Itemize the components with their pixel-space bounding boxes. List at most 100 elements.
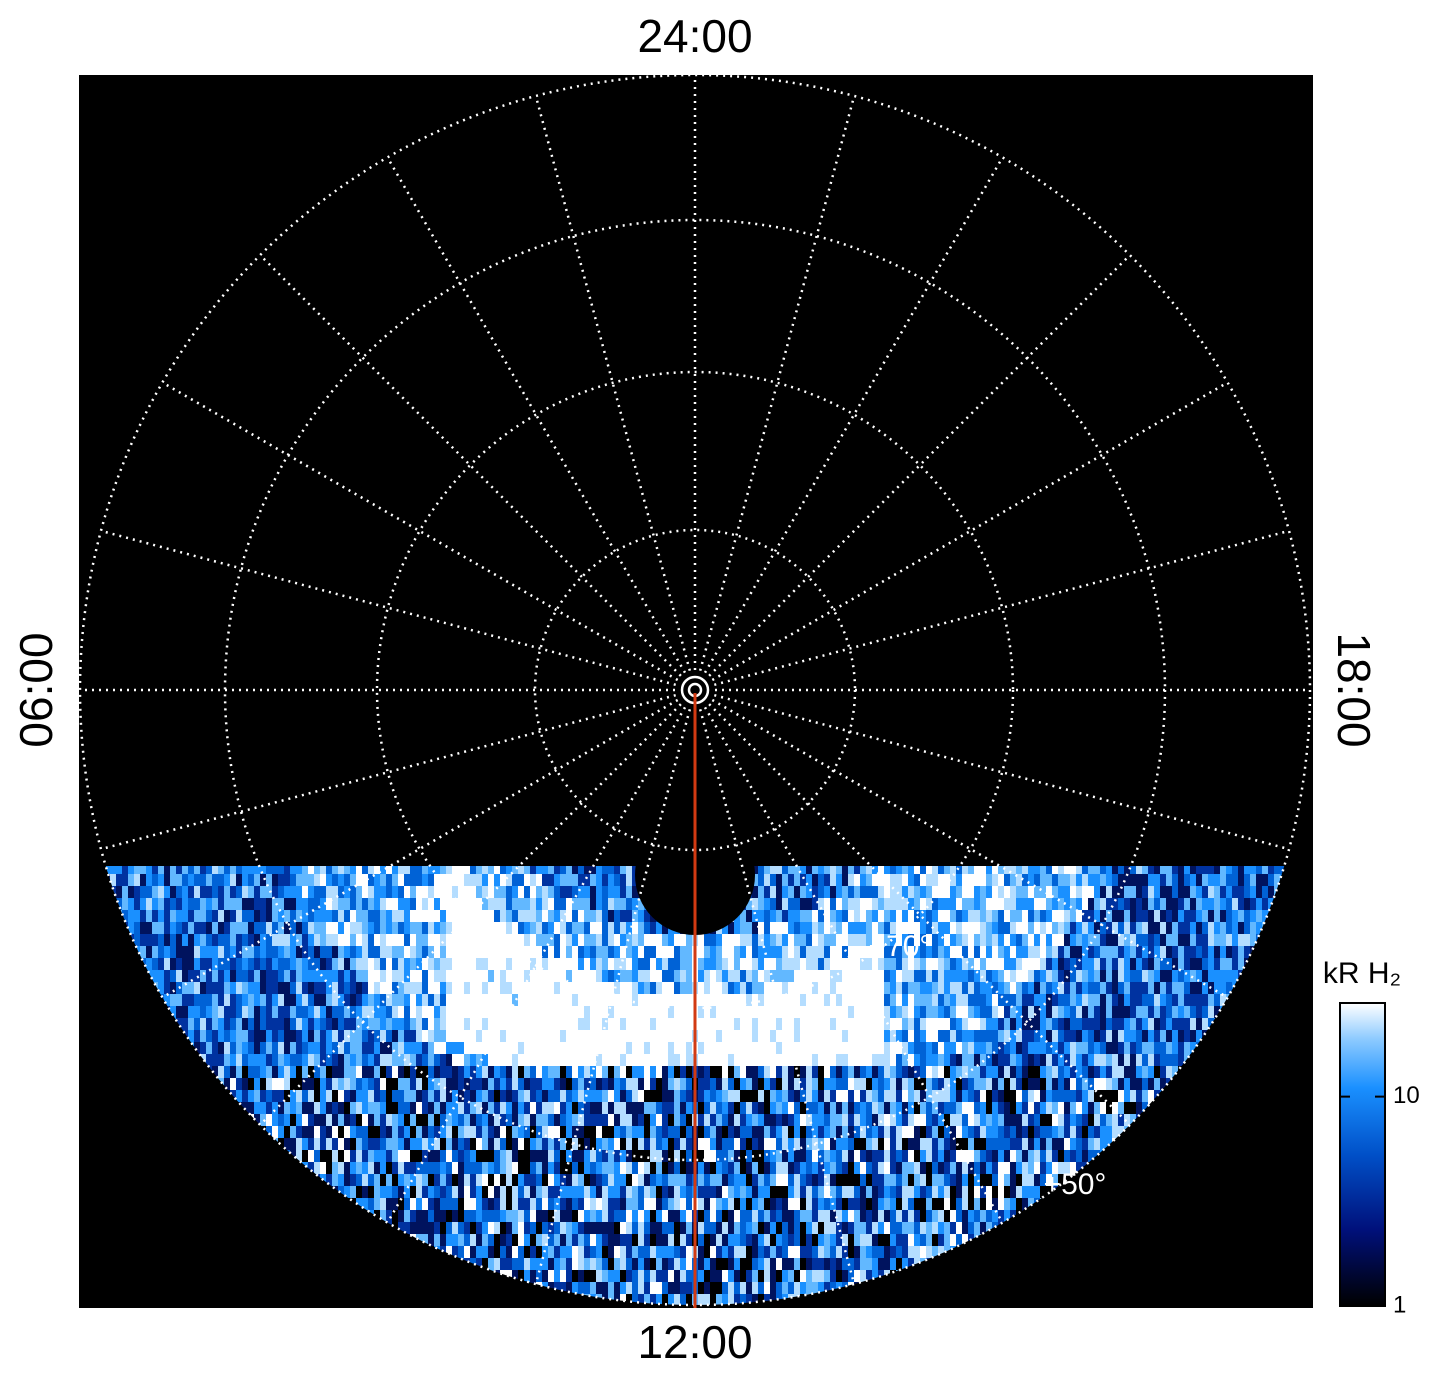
emission-cell	[980, 970, 986, 990]
emission-cell	[536, 1102, 542, 1114]
emission-cell	[1100, 1066, 1106, 1078]
emission-cell	[914, 886, 920, 903]
emission-cell	[914, 1210, 920, 1222]
emission-cell	[404, 1174, 410, 1186]
emission-cell	[1070, 1006, 1076, 1018]
emission-cell	[872, 982, 878, 995]
emission-cell	[428, 874, 434, 892]
emission-cell	[758, 874, 764, 889]
emission-cell	[386, 1006, 392, 1018]
emission-cell	[974, 946, 980, 961]
emission-cell	[770, 934, 776, 955]
emission-cell	[920, 1138, 926, 1150]
emission-cell	[596, 1030, 602, 1042]
emission-cell	[578, 910, 584, 923]
emission-cell	[416, 1006, 422, 1018]
emission-cell	[1142, 1054, 1148, 1066]
emission-cell	[302, 1090, 308, 1102]
emission-cell	[326, 1102, 332, 1114]
emission-cell	[596, 1078, 602, 1090]
emission-cell	[1106, 1006, 1112, 1018]
emission-cell	[728, 1030, 734, 1042]
emission-cell	[428, 1078, 434, 1090]
emission-cell	[272, 898, 278, 914]
emission-cell	[638, 1114, 644, 1126]
emission-cell	[620, 1054, 626, 1066]
emission-cell	[566, 1066, 572, 1078]
emission-cell	[920, 982, 926, 1004]
emission-cell	[872, 1030, 878, 1042]
emission-cell	[1058, 1054, 1064, 1066]
emission-cell	[626, 1162, 632, 1174]
emission-cell	[950, 910, 956, 923]
emission-cell	[872, 886, 878, 901]
emission-cell	[986, 1150, 992, 1162]
emission-cell	[1016, 1114, 1022, 1126]
emission-cell	[356, 898, 362, 917]
emission-cell	[1100, 970, 1106, 991]
emission-cell	[338, 866, 344, 880]
emission-cell	[950, 1126, 956, 1138]
emission-cell	[356, 1174, 362, 1186]
emission-cell	[224, 1042, 230, 1054]
emission-cell	[854, 1006, 860, 1018]
emission-cell	[830, 958, 836, 973]
emission-cell	[992, 1006, 998, 1018]
emission-cell	[614, 1066, 620, 1078]
emission-cell	[1100, 958, 1106, 980]
emission-cell	[1070, 958, 1076, 975]
emission-cell	[392, 1030, 398, 1042]
emission-cell	[500, 1030, 506, 1042]
emission-cell	[998, 1210, 1004, 1222]
emission-cell	[212, 886, 218, 910]
emission-cell	[1196, 1018, 1202, 1030]
emission-cell	[884, 910, 890, 924]
emission-cell	[794, 886, 800, 908]
emission-cell	[1238, 910, 1244, 934]
emission-cell	[980, 922, 986, 946]
emission-cell	[890, 1186, 896, 1198]
emission-cell	[656, 1174, 662, 1186]
emission-cell	[1100, 934, 1106, 956]
emission-cell	[446, 1090, 452, 1102]
emission-cell	[794, 982, 800, 1002]
emission-cell	[746, 1186, 752, 1198]
emission-cell	[1076, 910, 1082, 934]
emission-cell	[362, 946, 368, 960]
emission-cell	[662, 1150, 668, 1162]
emission-cell	[896, 1234, 902, 1246]
emission-cell	[506, 1174, 512, 1186]
emission-cell	[1052, 1006, 1058, 1018]
emission-cell	[332, 1018, 338, 1030]
emission-cell	[824, 1054, 830, 1066]
emission-cell	[512, 1150, 518, 1162]
emission-cell	[866, 958, 872, 973]
emission-cell	[986, 1138, 992, 1150]
emission-cell	[1088, 1150, 1094, 1162]
emission-cell	[1052, 982, 1058, 1002]
emission-cell	[824, 874, 830, 896]
emission-cell	[788, 1030, 794, 1042]
emission-cell	[758, 934, 764, 953]
emission-cell	[614, 1006, 620, 1018]
emission-cell	[224, 1054, 230, 1066]
emission-cell	[974, 1090, 980, 1102]
emission-cell	[284, 1066, 290, 1078]
emission-cell	[242, 1018, 248, 1030]
emission-cell	[416, 910, 422, 932]
emission-cell	[962, 946, 968, 959]
emission-cell	[260, 1054, 266, 1066]
emission-cell	[464, 874, 470, 890]
emission-cell	[620, 922, 626, 938]
emission-cell	[1136, 1018, 1142, 1030]
emission-cell	[956, 1006, 962, 1018]
emission-cell	[458, 874, 464, 892]
emission-cell	[776, 1102, 782, 1114]
emission-cell	[722, 1042, 728, 1054]
emission-cell	[728, 1018, 734, 1030]
emission-cell	[818, 874, 824, 893]
emission-cell	[800, 934, 806, 958]
emission-cell	[890, 922, 896, 942]
emission-cell	[398, 1210, 404, 1222]
emission-cell	[716, 1042, 722, 1054]
